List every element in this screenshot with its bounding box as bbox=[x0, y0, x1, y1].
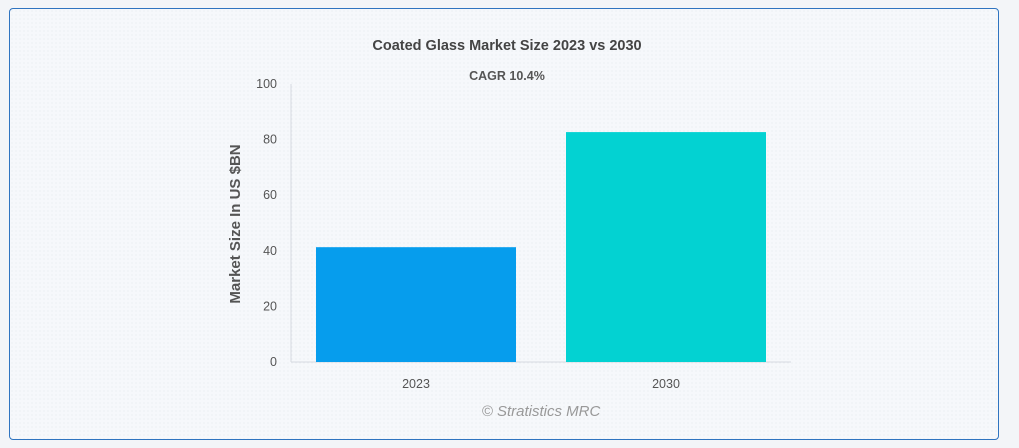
chart-frame bbox=[9, 8, 999, 440]
bar-2030[interactable] bbox=[566, 132, 766, 362]
bars bbox=[316, 132, 766, 362]
x-axis-ticks: 2023 2030 bbox=[402, 377, 680, 391]
y-tick-label: 100 bbox=[256, 77, 277, 91]
chart-title: Coated Glass Market Size 2023 vs 2030 bbox=[372, 38, 641, 54]
y-axis-label: Market Size In US $BN bbox=[227, 144, 244, 303]
x-tick-label: 2023 bbox=[402, 377, 430, 391]
y-tick-label: 80 bbox=[263, 133, 277, 147]
chart-subtitle: CAGR 10.4% bbox=[469, 69, 545, 83]
credit-watermark: © Stratistics MRC bbox=[482, 403, 601, 420]
y-tick-label: 20 bbox=[263, 299, 277, 313]
y-tick-label: 40 bbox=[263, 244, 277, 258]
bar-2023[interactable] bbox=[316, 247, 516, 362]
x-tick-label: 2030 bbox=[652, 377, 680, 391]
y-tick-label: 60 bbox=[263, 188, 277, 202]
y-axis-ticks: 0 20 40 60 80 100 bbox=[256, 77, 277, 369]
y-tick-label: 0 bbox=[270, 355, 277, 369]
